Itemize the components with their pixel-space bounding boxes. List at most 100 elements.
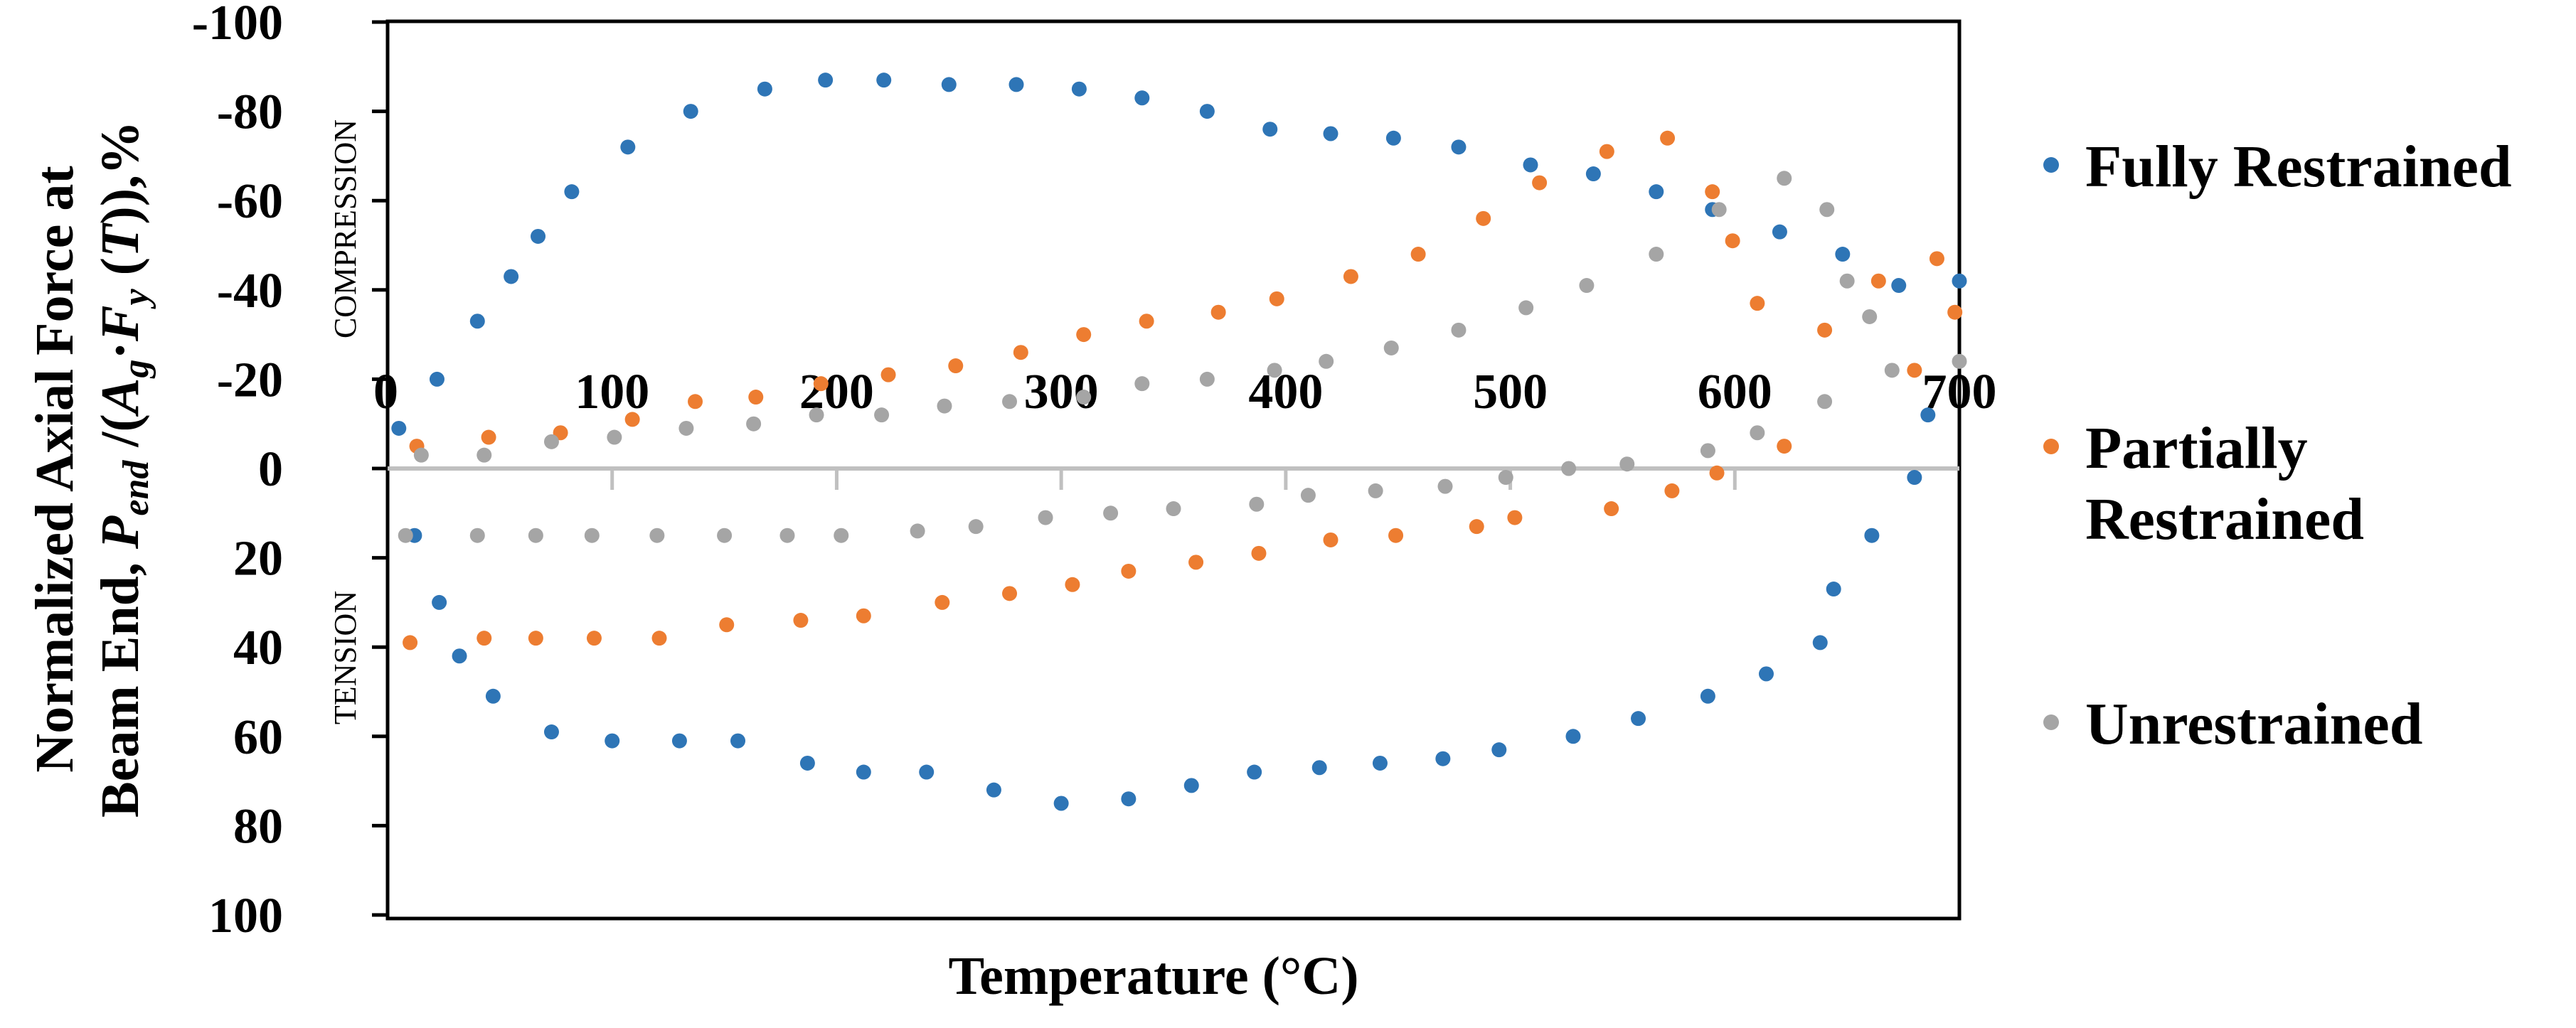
point-partially-restrained xyxy=(688,394,703,409)
point-fully-restrained xyxy=(1372,755,1388,771)
point-partially-restrained xyxy=(1660,130,1676,146)
y-title-f: F xyxy=(90,305,150,342)
point-fully-restrained xyxy=(1649,184,1664,200)
point-fully-restrained xyxy=(1835,247,1851,262)
y-tick-label: 100 xyxy=(208,889,283,943)
point-fully-restrained xyxy=(1907,470,1922,486)
y-tick-marks xyxy=(372,20,388,917)
point-partially-restrained xyxy=(1343,269,1358,284)
y-tick-label: 80 xyxy=(233,799,283,854)
point-partially-restrained xyxy=(1750,296,1765,311)
y-title-mid: /( xyxy=(90,414,150,460)
x-tick-labels: 0 100 200 300 400 500 600 700 xyxy=(373,365,1997,419)
point-partially-restrained xyxy=(1947,304,1963,320)
point-fully-restrained xyxy=(1700,688,1715,704)
legend-label-partially-restrained: Partially xyxy=(2085,415,2308,481)
point-fully-restrained xyxy=(1435,751,1451,766)
legend-label-unrestrained: Unrestrained xyxy=(2085,691,2422,757)
point-partially-restrained xyxy=(403,635,418,650)
point-unrestrained xyxy=(469,528,485,543)
point-partially-restrained xyxy=(1476,210,1491,226)
point-fully-restrained xyxy=(1311,760,1327,776)
x-axis-title: Temperature (°C) xyxy=(948,946,1358,1006)
point-partially-restrained xyxy=(1817,322,1833,338)
point-fully-restrained xyxy=(1134,90,1150,106)
point-partially-restrained xyxy=(1929,251,1944,267)
point-unrestrained xyxy=(1199,371,1215,387)
point-unrestrained xyxy=(1711,202,1727,218)
point-partially-restrained xyxy=(1507,510,1523,525)
point-unrestrained xyxy=(1819,202,1835,218)
y-title-g: g xyxy=(116,359,156,378)
legend-item-unrestrained[interactable]: Unrestrained xyxy=(2043,691,2422,757)
point-fully-restrained xyxy=(1323,126,1338,141)
point-fully-restrained xyxy=(1631,711,1646,727)
point-fully-restrained xyxy=(452,648,467,664)
point-partially-restrained xyxy=(935,594,950,610)
point-unrestrained xyxy=(1649,247,1664,262)
point-unrestrained xyxy=(1518,300,1534,316)
point-unrestrained xyxy=(809,407,824,423)
point-unrestrained xyxy=(528,528,543,543)
point-fully-restrained xyxy=(485,688,501,704)
point-fully-restrained xyxy=(531,228,546,244)
point-unrestrained xyxy=(1038,510,1053,525)
point-fully-restrained xyxy=(1826,582,1841,597)
point-partially-restrained xyxy=(1709,465,1725,481)
point-unrestrained xyxy=(678,420,694,436)
point-unrestrained xyxy=(968,519,984,535)
point-partially-restrained xyxy=(813,376,829,392)
point-unrestrained xyxy=(910,523,925,539)
point-partially-restrained xyxy=(1076,327,1092,343)
x-tick-label: 400 xyxy=(1248,365,1323,419)
point-unrestrained xyxy=(1619,456,1635,472)
point-unrestrained xyxy=(779,528,795,543)
point-fully-restrained xyxy=(1247,764,1262,780)
legend-item-partially-restrained[interactable]: Partially Restrained xyxy=(2043,415,2364,552)
y-tick-label: -100 xyxy=(192,0,283,50)
point-fully-restrained xyxy=(1523,157,1538,173)
point-unrestrained xyxy=(1319,353,1334,369)
legend-item-fully-restrained[interactable]: Fully Restrained xyxy=(2043,134,2512,200)
point-partially-restrained xyxy=(1269,291,1284,306)
point-fully-restrained xyxy=(1812,635,1828,650)
point-unrestrained xyxy=(1300,488,1316,503)
point-partially-restrained xyxy=(481,429,496,445)
legend-label-fully-restrained: Fully Restrained xyxy=(2085,134,2512,200)
point-partially-restrained xyxy=(1469,519,1484,535)
point-partially-restrained xyxy=(1210,304,1226,320)
point-unrestrained xyxy=(1002,394,1018,409)
point-unrestrained xyxy=(834,528,849,543)
point-partially-restrained xyxy=(1907,363,1922,378)
point-fully-restrained xyxy=(799,755,815,771)
point-partially-restrained xyxy=(1410,247,1426,262)
point-partially-restrained xyxy=(1664,483,1680,498)
point-partially-restrained xyxy=(477,631,492,646)
point-fully-restrained xyxy=(1183,778,1199,793)
point-unrestrained xyxy=(1451,322,1467,338)
point-unrestrained xyxy=(607,429,622,445)
point-unrestrained xyxy=(1134,376,1150,392)
point-unrestrained xyxy=(1498,470,1513,486)
y-title-dot: · xyxy=(90,341,150,359)
point-partially-restrained xyxy=(1013,345,1028,360)
point-fully-restrained xyxy=(818,73,834,88)
point-unrestrained xyxy=(543,434,559,449)
point-fully-restrained xyxy=(1772,224,1787,240)
point-fully-restrained xyxy=(620,139,636,155)
point-fully-restrained xyxy=(1262,122,1278,137)
point-partially-restrained xyxy=(719,617,735,633)
point-partially-restrained xyxy=(1870,273,1886,289)
point-fully-restrained xyxy=(1864,528,1880,543)
x-tick-label: 0 xyxy=(373,365,398,419)
y-title-prefix: Beam End, xyxy=(90,549,150,818)
y-title-a: A xyxy=(90,378,150,417)
point-fully-restrained xyxy=(730,733,746,749)
point-partially-restrained xyxy=(1323,532,1338,547)
point-fully-restrained xyxy=(1585,166,1601,182)
point-fully-restrained xyxy=(1385,130,1401,146)
x-tick-label: 700 xyxy=(1922,365,1997,419)
point-partially-restrained xyxy=(1065,577,1080,592)
